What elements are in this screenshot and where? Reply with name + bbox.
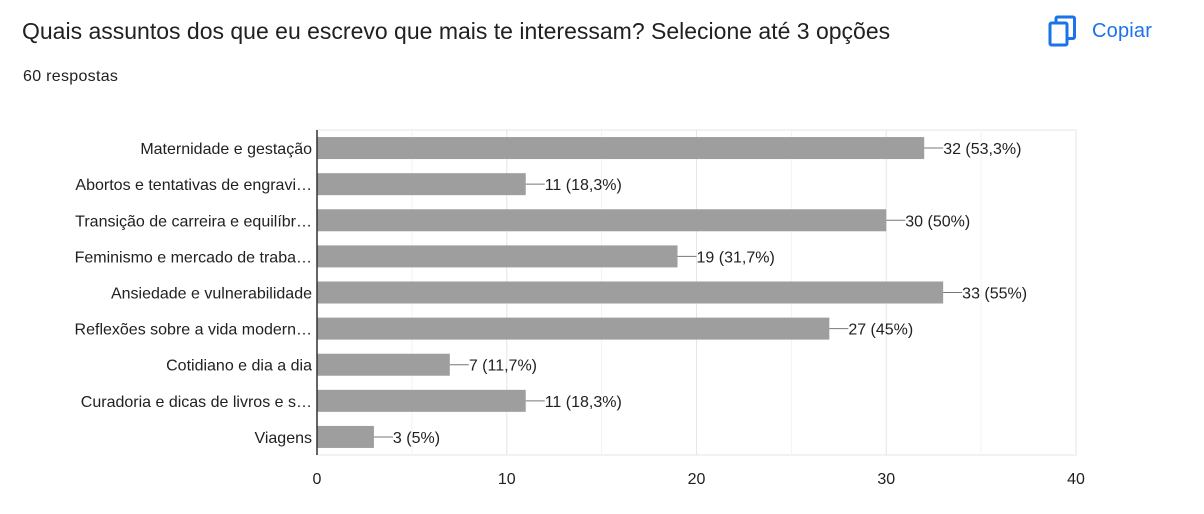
data-label: 3 (5%) [393,430,440,447]
category-label: Curadoria e dicas de livros e s… [81,394,312,411]
data-label: 32 (53,3%) [943,141,1021,158]
x-tick-label: 10 [498,471,516,488]
response-count: 60 respostas [23,68,119,85]
data-label: 7 (11,7%) [469,358,537,375]
category-label: Viagens [254,430,312,447]
category-label: Feminismo e mercado de traba… [75,249,312,266]
category-label: Ansiedade e vulnerabilidade [111,286,312,303]
bar [317,245,678,268]
bar [317,137,925,160]
bar [317,353,450,376]
category-label: Abortos e tentativas de engravi… [75,177,312,194]
category-label: Reflexões sobre a vida modern… [75,322,312,339]
bar [317,425,374,448]
data-label: 19 (31,7%) [697,249,775,266]
bar [317,317,830,340]
x-tick-label: 20 [688,471,706,488]
bar [317,209,887,232]
data-label: 11 (18,3%) [545,177,622,194]
chart-title: Quais assuntos dos que eu escrevo que ma… [22,18,891,44]
copy-icon [1048,15,1076,47]
category-label: Transição de carreira e equilíbr… [75,213,312,230]
data-label: 30 (50%) [905,213,970,230]
category-label: Cotidiano e dia a dia [166,358,312,375]
bar [317,281,944,304]
copy-button[interactable]: Copiar [1040,10,1166,52]
data-label: 33 (55%) [962,286,1027,303]
bar [317,389,526,412]
data-label: 11 (18,3%) [545,394,622,411]
data-label: 27 (45%) [848,322,913,339]
x-tick-label: 30 [877,471,895,488]
x-tick-label: 0 [313,471,322,488]
category-label: Maternidade e gestação [140,141,312,158]
copy-label: Copiar [1092,19,1153,42]
x-tick-label: 40 [1067,471,1085,488]
bar [317,173,526,196]
